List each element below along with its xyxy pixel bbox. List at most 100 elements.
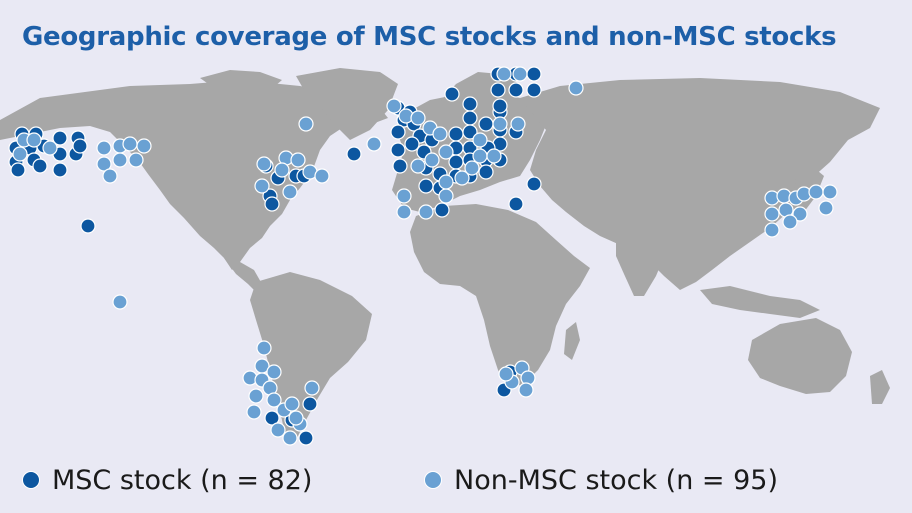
land-masses bbox=[0, 68, 890, 440]
msc-stock-marker bbox=[526, 66, 542, 82]
chart-title: Geographic coverage of MSC stocks and no… bbox=[22, 22, 837, 52]
msc-stock-marker bbox=[52, 130, 68, 146]
non-msc-stock-marker bbox=[266, 392, 282, 408]
msc-stock-marker bbox=[508, 82, 524, 98]
non-msc-stock-marker bbox=[396, 188, 412, 204]
non-msc-stock-marker bbox=[518, 382, 534, 398]
non-msc-stock-marker bbox=[438, 174, 454, 190]
non-msc-stock-marker bbox=[282, 184, 298, 200]
non-msc-stock-marker bbox=[112, 152, 128, 168]
non-msc-stock-marker bbox=[256, 340, 272, 356]
msc-legend-label: MSC stock (n = 82) bbox=[52, 464, 313, 496]
non-msc-stock-marker bbox=[568, 80, 584, 96]
non-msc-stock-marker bbox=[248, 388, 264, 404]
msc-stock-marker bbox=[418, 178, 434, 194]
non-msc-stock-marker bbox=[498, 366, 514, 382]
africa bbox=[410, 204, 590, 388]
msc-stock-marker bbox=[302, 396, 318, 412]
non-msc-stock-marker bbox=[472, 132, 488, 148]
non-msc-stock-marker bbox=[454, 170, 470, 186]
non-msc-stock-marker bbox=[304, 380, 320, 396]
non-msc-stock-marker bbox=[290, 152, 306, 168]
msc-stock-marker bbox=[448, 126, 464, 142]
asia bbox=[520, 78, 880, 290]
non-msc-stock-marker bbox=[512, 66, 528, 82]
msc-stock-marker bbox=[526, 176, 542, 192]
non-msc-stock-marker bbox=[96, 156, 112, 172]
non-msc-stock-marker bbox=[128, 152, 144, 168]
non-msc-stock-marker bbox=[432, 126, 448, 142]
non-msc-stock-marker bbox=[112, 294, 128, 310]
non-msc-stock-marker bbox=[818, 200, 834, 216]
non-msc-stock-marker bbox=[496, 66, 512, 82]
msc-stock-marker bbox=[264, 196, 280, 212]
non-msc-stock-marker bbox=[12, 146, 28, 162]
msc-stock-marker bbox=[526, 82, 542, 98]
non-msc-stock-marker bbox=[274, 162, 290, 178]
msc-stock-marker bbox=[390, 124, 406, 140]
non-msc-stock-marker bbox=[288, 410, 304, 426]
msc-stock-marker bbox=[490, 82, 506, 98]
non-msc-stock-marker bbox=[266, 364, 282, 380]
non-msc-stock-marker bbox=[792, 206, 808, 222]
non-msc-stock-marker bbox=[808, 184, 824, 200]
msc-stock-marker bbox=[52, 162, 68, 178]
non-msc-stock-marker bbox=[284, 396, 300, 412]
msc-stock-marker bbox=[10, 162, 26, 178]
msc-stock-marker bbox=[392, 158, 408, 174]
non-msc-stock-marker bbox=[254, 178, 270, 194]
non-msc-stock-marker bbox=[764, 222, 780, 238]
msc-stock-marker bbox=[444, 86, 460, 102]
non-msc-stock-marker bbox=[256, 156, 272, 172]
non-msc-stock-marker bbox=[386, 98, 402, 114]
msc-stock-marker bbox=[298, 430, 314, 446]
msc-stock-marker bbox=[404, 136, 420, 152]
non-msc-stock-marker bbox=[270, 422, 286, 438]
msc-stock-marker bbox=[478, 164, 494, 180]
msc-stock-marker bbox=[390, 142, 406, 158]
msc-stock-marker bbox=[346, 146, 362, 162]
madagascar bbox=[564, 322, 580, 360]
non-msc-stock-marker bbox=[410, 158, 426, 174]
non-msc-stock-marker bbox=[486, 148, 502, 164]
iceland bbox=[362, 108, 388, 124]
non-msc-stock-marker bbox=[424, 152, 440, 168]
msc-stock-marker bbox=[478, 116, 494, 132]
non-msc-stock-marker bbox=[438, 188, 454, 204]
legend-non-msc: Non-MSC stock (n = 95) bbox=[424, 460, 778, 500]
non-msc-stock-marker bbox=[102, 168, 118, 184]
msc-stock-marker bbox=[80, 218, 96, 234]
msc-stock-marker bbox=[434, 202, 450, 218]
non-msc-stock-marker bbox=[396, 204, 412, 220]
msc-stock-marker bbox=[72, 138, 88, 154]
non-msc-stock-marker bbox=[492, 116, 508, 132]
north-america bbox=[0, 80, 350, 270]
non-msc-stock-marker bbox=[464, 160, 480, 176]
msc-stock-marker bbox=[264, 410, 280, 426]
australia bbox=[748, 318, 852, 394]
non-msc-stock-marker bbox=[42, 140, 58, 156]
non-msc-stock-marker bbox=[282, 430, 298, 446]
non-msc-stock-marker bbox=[418, 204, 434, 220]
non-msc-stock-marker bbox=[298, 116, 314, 132]
non-msc-stock-marker bbox=[782, 214, 798, 230]
msc-stock-marker bbox=[462, 96, 478, 112]
non-msc-stock-marker bbox=[510, 116, 526, 132]
new-zealand bbox=[870, 370, 890, 404]
non-msc-stock-markers bbox=[12, 66, 838, 446]
non-msc-legend-marker bbox=[424, 471, 442, 489]
msc-stock-marker bbox=[462, 110, 478, 126]
india bbox=[616, 240, 666, 296]
non-msc-stock-marker bbox=[472, 148, 488, 164]
msc-stock-marker bbox=[32, 158, 48, 174]
non-msc-stock-marker bbox=[822, 184, 838, 200]
msc-legend-marker bbox=[22, 471, 40, 489]
non-msc-stock-marker bbox=[96, 140, 112, 156]
non-msc-stock-marker bbox=[136, 138, 152, 154]
non-msc-legend-label: Non-MSC stock (n = 95) bbox=[454, 464, 778, 496]
non-msc-stock-marker bbox=[410, 110, 426, 126]
non-msc-stock-marker bbox=[366, 136, 382, 152]
arctic-islands bbox=[200, 70, 282, 92]
southeast-asia-islands bbox=[700, 286, 820, 318]
